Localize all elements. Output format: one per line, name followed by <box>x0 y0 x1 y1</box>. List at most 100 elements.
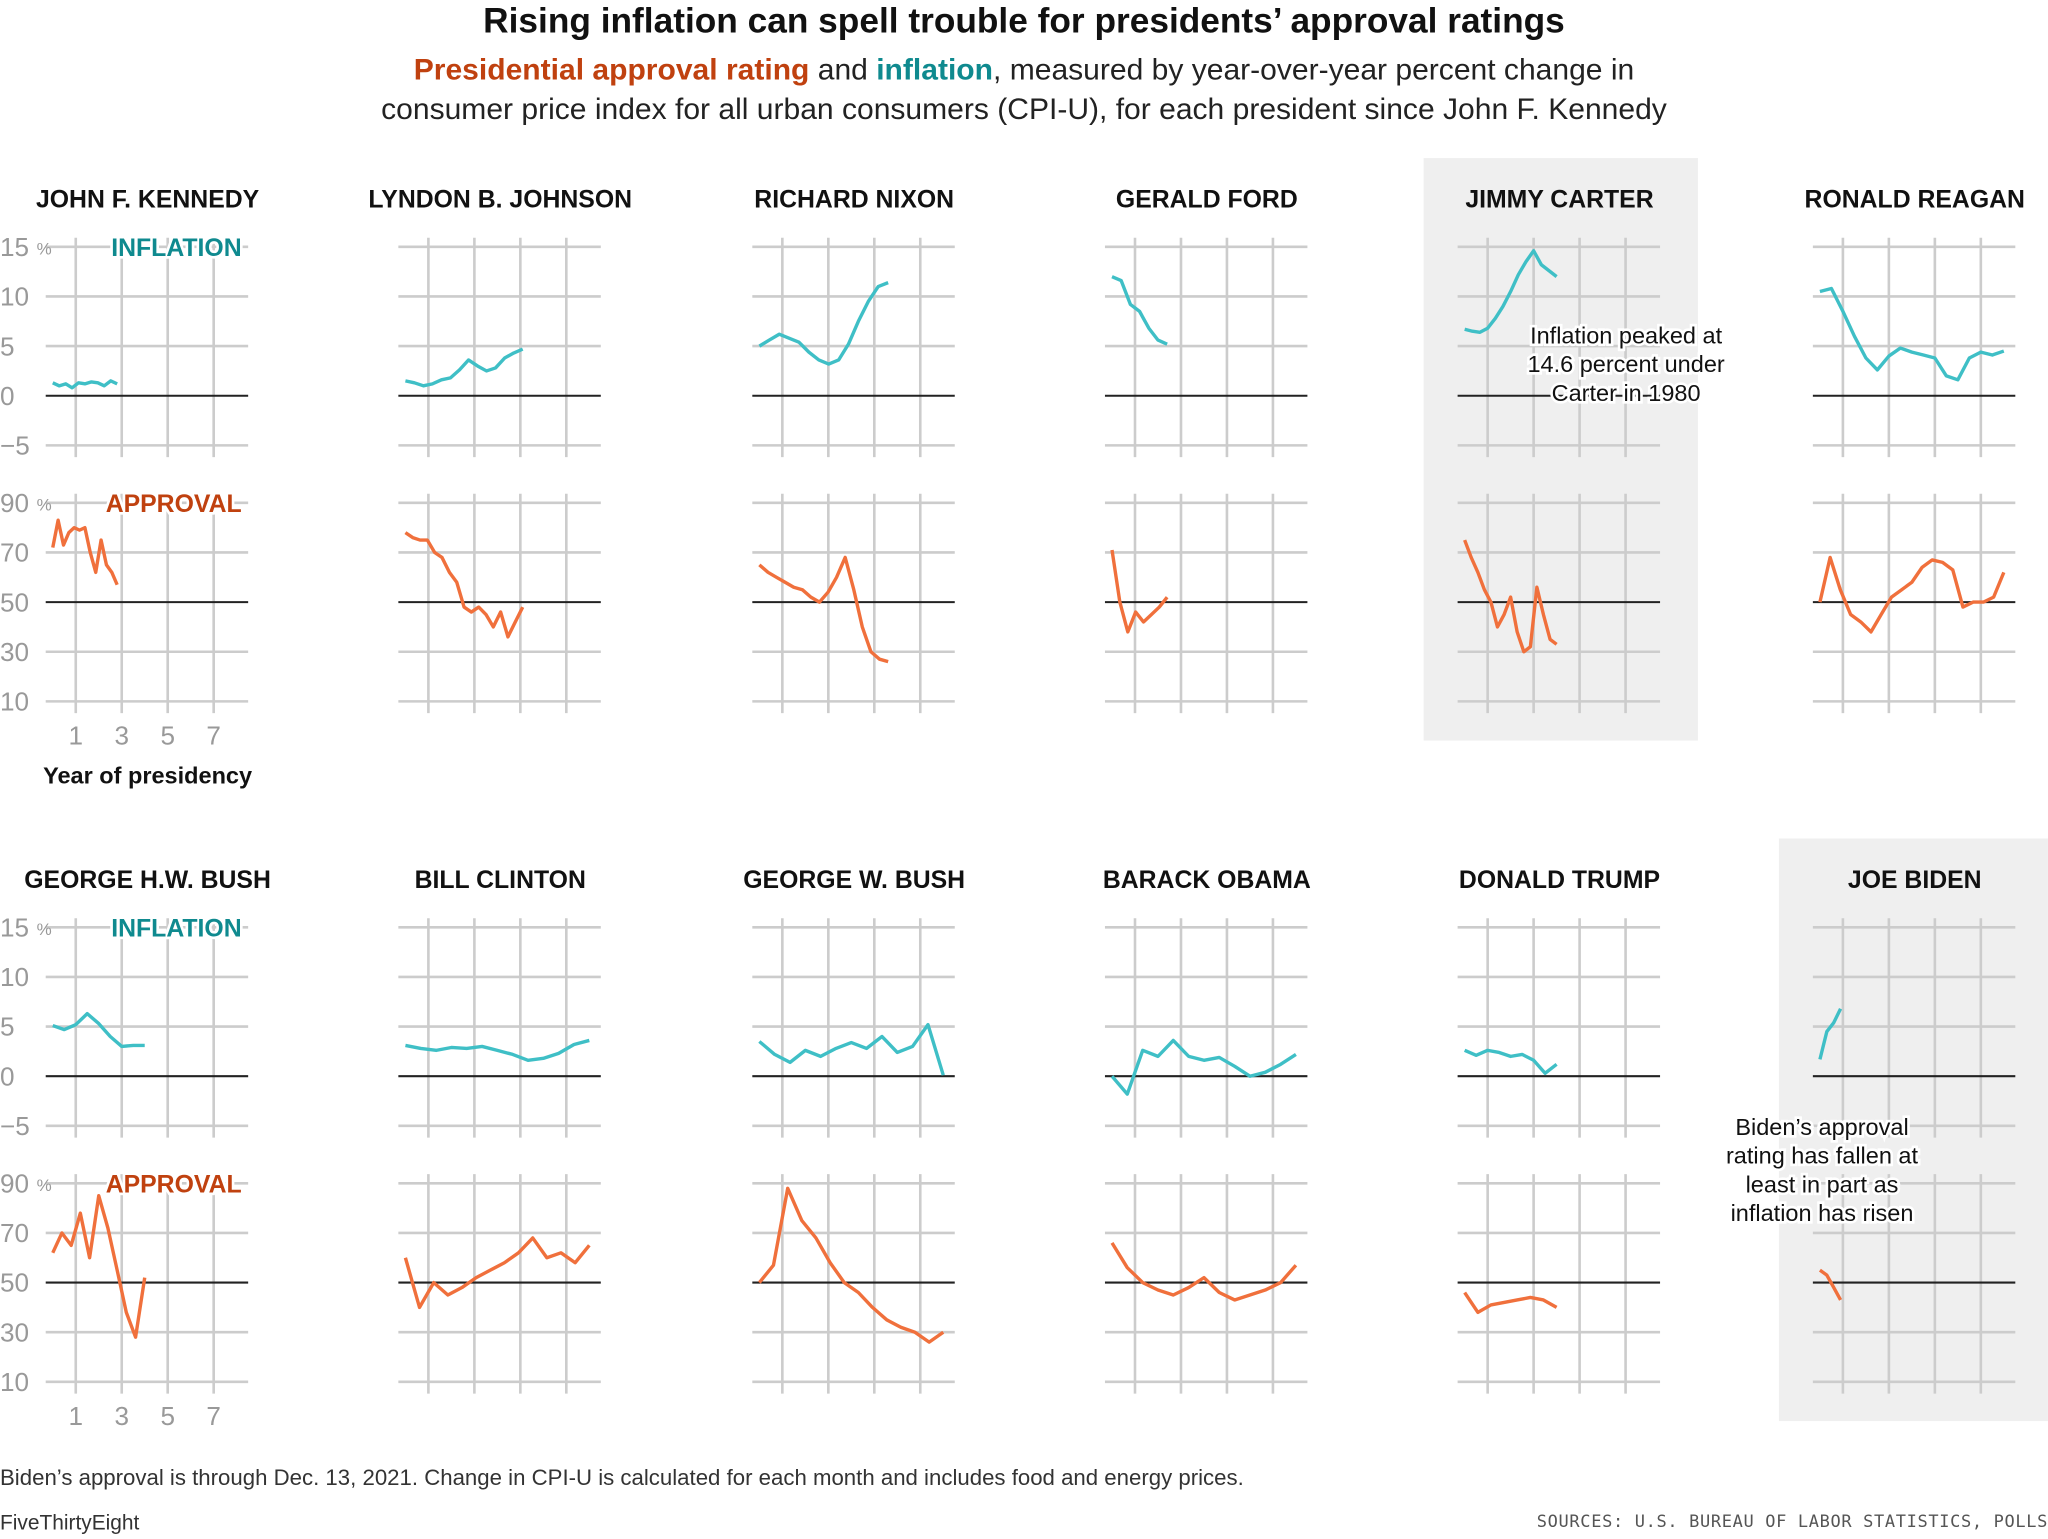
x-tick-label: 7 <box>206 720 221 750</box>
carter-annotation: Inflation peaked at 14.6 percent under Car… <box>1527 323 1724 406</box>
y-tick-label: 10 <box>0 687 29 717</box>
x-tick-label: 3 <box>114 720 129 750</box>
panel-title: DONALD TRUMP <box>1459 867 1660 894</box>
y-tick-label: 90 <box>0 1168 29 1198</box>
president-panel: JIMMY CARTER <box>1423 158 1698 741</box>
y-tick-label: 70 <box>0 1218 29 1248</box>
footnote: Biden’s approval is through Dec. 13, 202… <box>0 1465 1244 1491</box>
panel-title: BARACK OBAMA <box>1103 867 1311 894</box>
president-panel: GERALD FORD <box>1104 187 1308 714</box>
subtitle-inflation-term: inflation <box>876 52 994 87</box>
president-panel: JOE BIDEN <box>1778 838 2048 1422</box>
y-tick-label: 0 <box>0 1061 15 1091</box>
panel-title: JOHN F. KENNEDY <box>36 187 260 214</box>
panel-title: LYNDON B. JOHNSON <box>368 187 632 214</box>
panel-title: GERALD FORD <box>1116 187 1298 214</box>
x-tick-label: 5 <box>160 720 175 750</box>
y-tick-label: 50 <box>0 587 29 617</box>
approval-line <box>403 1236 591 1310</box>
inflation-line <box>1111 275 1168 346</box>
y-tick-label: 30 <box>0 637 29 667</box>
approval-line <box>1818 555 2006 634</box>
inflation-line <box>1464 249 1558 334</box>
approval-label: APPROVAL <box>106 491 242 518</box>
approval-line <box>1818 1268 1843 1301</box>
annotation-line: least in part as <box>1746 1171 1899 1197</box>
president-panel: BARACK OBAMA <box>1103 867 1311 1394</box>
annotation-line: inflation has risen <box>1731 1200 1914 1226</box>
panel-title: GEORGE W. BUSH <box>743 867 965 894</box>
y-tick-label: 10 <box>0 1367 29 1397</box>
inflation-line <box>405 1038 590 1062</box>
chart-title: Rising inflation can spell trouble for p… <box>483 1 1565 41</box>
y-tick-label: 70 <box>0 538 29 568</box>
approval-line <box>1110 1241 1298 1302</box>
inflation-line <box>1463 1048 1558 1075</box>
highlight-background <box>1423 158 1698 741</box>
x-tick-label: 1 <box>68 720 83 750</box>
y-unit-label: % <box>37 1176 52 1195</box>
annotation-line: Inflation peaked at <box>1530 323 1723 349</box>
highlight-background <box>1778 838 2048 1422</box>
president-panel: RONALD REAGAN <box>1805 187 2025 714</box>
subtitle-approval-term: Presidential approval rating <box>413 52 810 87</box>
subtitle-rest: , measured by year-over-year percent cha… <box>381 52 1667 126</box>
x-tick-label: 3 <box>114 1401 129 1431</box>
approval-line <box>758 1186 945 1344</box>
y-tick-label: 5 <box>0 1012 15 1042</box>
panel-title: RICHARD NIXON <box>754 187 954 214</box>
president-panel: BILL CLINTON <box>398 867 601 1394</box>
panel-title: GEORGE H.W. BUSH <box>24 867 271 894</box>
y-unit-label: % <box>37 496 52 515</box>
biden-annotation: Biden’s approval rating has fallen at leas… <box>1726 1114 1919 1226</box>
panel-title: RONALD REAGAN <box>1805 187 2025 214</box>
approval-label: APPROVAL <box>106 1171 242 1198</box>
y-tick-label: 15 <box>0 232 29 262</box>
y-tick-label: 30 <box>0 1317 29 1347</box>
inflation-line <box>52 1011 145 1049</box>
y-tick-label: 10 <box>0 962 29 992</box>
x-tick-label: 5 <box>160 1401 175 1431</box>
y-tick-label: 10 <box>0 282 29 312</box>
annotation-line: 14.6 percent under <box>1527 351 1724 377</box>
y-tick-label: 90 <box>0 488 29 518</box>
panel-title: JIMMY CARTER <box>1465 187 1653 214</box>
president-panel: DONALD TRUMP <box>1457 867 1661 1394</box>
annotation-line: Biden’s approval <box>1735 1114 1908 1140</box>
subtitle-and: and <box>809 52 877 87</box>
approval-line <box>51 1194 147 1339</box>
panel-title: BILL CLINTON <box>415 867 586 894</box>
y-tick-label: 50 <box>0 1268 29 1298</box>
inflation-line <box>1819 286 2005 382</box>
approval-line <box>758 555 889 664</box>
x-tick-label: 7 <box>206 1401 221 1431</box>
y-unit-label: % <box>37 240 52 259</box>
inflation-line <box>1818 1007 1843 1060</box>
x-tick-label: 1 <box>68 1401 83 1431</box>
inflation-line <box>405 347 524 388</box>
inflation-label: INFLATION <box>111 915 241 942</box>
approval-line <box>404 531 525 639</box>
president-panel: LYNDON B. JOHNSON <box>368 187 632 714</box>
annotation-line: Carter in 1980 <box>1552 380 1701 406</box>
y-tick-label: 5 <box>0 331 15 361</box>
approval-line <box>1110 549 1169 634</box>
y-tick-label: 15 <box>0 912 29 942</box>
annotation-line: rating has fallen at <box>1726 1143 1919 1169</box>
inflation-label: INFLATION <box>111 235 241 262</box>
panel-title: JOE BIDEN <box>1848 867 1982 894</box>
brand-logo: FiveThirtyEight <box>0 1512 140 1535</box>
chart-subtitle: Presidential approval rating and inflati… <box>371 50 1677 128</box>
inflation-line <box>1110 1038 1297 1096</box>
y-unit-label: % <box>37 920 52 939</box>
inflation-line <box>52 379 118 390</box>
y-tick-label: −5 <box>0 431 30 461</box>
y-tick-label: 0 <box>0 381 15 411</box>
approval-line <box>1463 1291 1558 1315</box>
inflation-line <box>758 281 889 366</box>
approval-line <box>1463 539 1558 654</box>
president-panel: RICHARD NIXON <box>752 187 955 714</box>
